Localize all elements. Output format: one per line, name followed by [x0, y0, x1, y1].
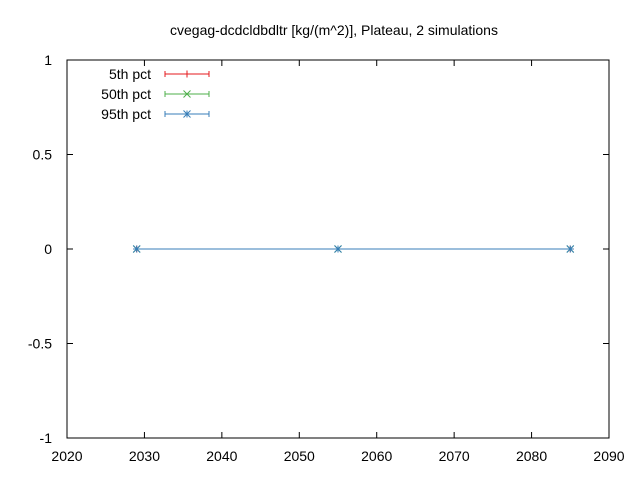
- legend-entry: 50th pct: [101, 86, 210, 102]
- y-tick-label: 0: [44, 241, 52, 257]
- legend-entry: 5th pct: [109, 66, 210, 82]
- legend: 5th pct 50th pct 95th pct: [101, 66, 210, 122]
- chart-title: cvegag-dcdcldbdltr [kg/(m^2)], Plateau, …: [170, 22, 498, 38]
- x-tick-label: 2040: [206, 448, 237, 464]
- y-tick-label: 1: [44, 52, 52, 68]
- x-tick-label: 2030: [129, 448, 160, 464]
- series-layer: [132, 245, 575, 253]
- x-tick-label: 2090: [593, 448, 624, 464]
- axes: 2020 2030 2040 2050 2060 2070 2080 2090 1 0.5 0 -0.…: [28, 52, 625, 464]
- legend-marker: [183, 110, 191, 118]
- data-point-stroke: [183, 90, 191, 98]
- data-point-stroke: [334, 245, 342, 253]
- data-point-stroke: [132, 245, 141, 253]
- x-tick-label: 2020: [51, 448, 82, 464]
- legend-marker: [183, 90, 191, 98]
- y-tick-label: -1: [40, 430, 53, 446]
- x-tick-label: 2060: [361, 448, 392, 464]
- x-tick-label: 2080: [516, 448, 547, 464]
- legend-label: 50th pct: [101, 86, 151, 102]
- legend-label: 5th pct: [109, 66, 151, 82]
- x-tick-label: 2070: [439, 448, 470, 464]
- y-tick-label: -0.5: [28, 336, 52, 352]
- y-tick-label: 0.5: [33, 147, 53, 163]
- data-point: [334, 245, 342, 253]
- legend-marker: [183, 70, 191, 78]
- data-point: [132, 245, 141, 253]
- legend-label: 95th pct: [101, 106, 151, 122]
- series-3: [132, 245, 575, 253]
- data-point: [566, 245, 575, 253]
- x-tick-label: 2050: [284, 448, 315, 464]
- legend-entry: 95th pct: [101, 106, 210, 122]
- data-point-stroke: [183, 110, 191, 118]
- data-point-stroke: [566, 245, 575, 253]
